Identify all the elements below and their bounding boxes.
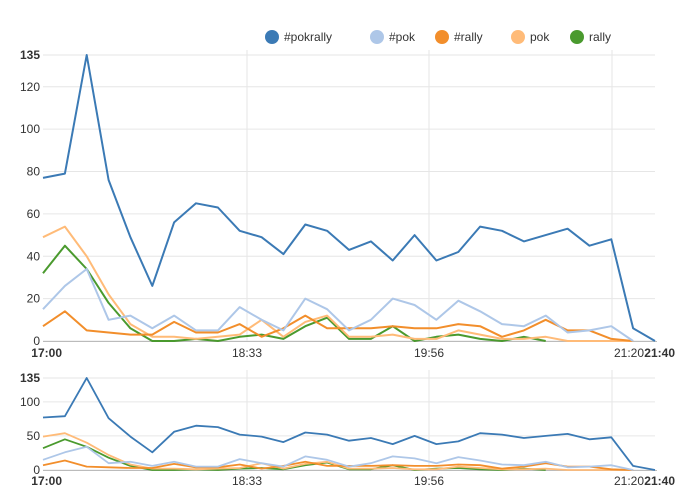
overview-x-tick-label: 17:00 [31,474,62,488]
legend-item-5[interactable]: rally [570,30,611,44]
main-y-tick-label: 20 [27,292,41,306]
legend-label-5: rally [589,30,611,44]
main-series-line-hash-rally [42,310,634,342]
main-series-line-rally [42,244,546,342]
overview-series-line-rally [42,438,546,471]
main-y-tick-label: 120 [20,80,40,94]
overview-y-tick-label: 100 [20,395,40,409]
legend-label-3: #rally [454,30,483,44]
main-x-tick-label: 21:20 [614,346,644,360]
legend-item-3[interactable]: #rally [435,30,483,44]
legend-label-4: pok [530,30,550,44]
overview-series-line-hash-pok [42,445,634,471]
legend-marker-3 [435,30,449,44]
main-x-tick-label: 17:00 [31,346,62,360]
main-y-tick-label: 60 [27,207,41,221]
overview-x-tick-label: 21:40 [644,474,675,488]
legend-label-2: #pok [389,30,416,44]
overview-y-tick-label: 135 [20,371,40,385]
overview-y-tick-label: 0 [33,463,40,477]
legend-marker-5 [570,30,584,44]
legend-item-1[interactable]: #pokrally [265,30,332,44]
main-y-tick-label: 135 [20,48,40,62]
main-y-tick-label: 40 [27,249,41,263]
legend-marker-1 [265,30,279,44]
main-panel: 0 20 40 60 80 100 120 135 17:00 18:33 19:56 21:20 21… [20,48,675,360]
overview-panel[interactable]: 0 50 100 135 17:00 18:33 19:56 21:20 21:40 [20,370,675,488]
legend[interactable]: #pokrally #pok #rally pok rally [265,30,611,44]
legend-marker-2 [370,30,384,44]
overview-x-tick-label: 21:20 [614,474,644,488]
overview-x-tick-label: 18:33 [232,474,262,488]
legend-item-4[interactable]: pok [511,30,550,44]
overview-series-line-pok [42,432,634,471]
main-y-tick-label: 80 [27,165,41,179]
main-series-line-hash-pokrally [42,54,656,342]
legend-label-1: #pokrally [284,30,332,44]
main-x-tick-label: 21:40 [644,346,675,360]
legend-item-2[interactable]: #pok [370,30,416,44]
main-y-tick-label: 0 [33,334,40,348]
overview-series-line-hash-rally [42,459,634,471]
main-x-tick-label: 18:33 [232,346,262,360]
main-series-line-hash-pok [42,268,634,342]
legend-marker-4 [511,30,525,44]
main-y-tick-label: 100 [20,122,40,136]
overview-x-tick-label: 19:56 [414,474,444,488]
main-x-tick-label: 19:56 [414,346,444,360]
main-series-line-pok [42,225,634,342]
overview-y-tick-label: 50 [27,429,41,443]
overview-series-line-hash-pokrally [42,377,656,471]
